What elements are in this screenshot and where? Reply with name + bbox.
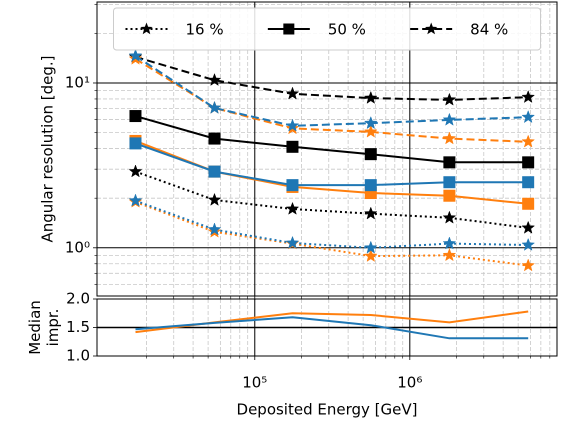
series-line (135, 170, 529, 229)
square-marker (522, 156, 535, 169)
x-tick-label: 10⁵ (242, 374, 267, 392)
star-marker (442, 131, 457, 145)
star-marker (521, 134, 536, 148)
star-marker (363, 206, 378, 220)
series-line (134, 58, 529, 143)
legend-label: 16 % (186, 21, 224, 39)
star-marker (128, 193, 143, 207)
series-line (135, 199, 529, 249)
star-marker (207, 192, 222, 206)
square-marker (522, 197, 535, 210)
series-line (135, 115, 529, 164)
star-marker (285, 118, 300, 132)
star-marker (207, 222, 222, 236)
star-marker (442, 210, 457, 224)
y-axis-label-line: impr. (44, 309, 62, 347)
series-line (135, 55, 529, 101)
legend-label: 84 % (470, 21, 508, 39)
star-marker (521, 258, 536, 272)
star-marker (521, 237, 536, 251)
star-marker (207, 72, 222, 86)
legend-box (113, 7, 541, 51)
series-line (134, 55, 529, 127)
y-tick-label: 1.5 (66, 318, 90, 336)
star-marker (363, 240, 378, 254)
square-marker (286, 140, 299, 153)
star-marker (363, 115, 378, 130)
axes-frame (96, 298, 558, 357)
star-marker (207, 100, 222, 114)
square-marker (208, 165, 221, 178)
star-marker (442, 92, 457, 106)
star-marker (442, 112, 457, 126)
square-marker (129, 110, 142, 123)
square-marker (443, 156, 456, 169)
star-marker (521, 109, 536, 124)
y-axis-label-line: Median (26, 300, 44, 355)
series-line (135, 200, 529, 267)
square-marker (522, 176, 535, 189)
square-marker (364, 148, 377, 161)
square-marker (443, 176, 456, 189)
square-marker (364, 179, 377, 192)
star-marker (285, 235, 300, 249)
x-tick-label: 10⁶ (397, 374, 422, 392)
legend-label: 50 % (328, 21, 366, 39)
y-tick-label: 10⁰ (65, 238, 90, 256)
star-marker (128, 48, 143, 62)
series-line (135, 142, 529, 187)
x-axis-label: Deposited Energy [GeV] (237, 401, 418, 419)
star-marker (128, 164, 143, 178)
y-tick-label: 2.0 (66, 290, 90, 308)
legend-marker (140, 22, 153, 35)
star-marker (285, 86, 300, 100)
series-line (135, 316, 529, 340)
square-marker (443, 189, 456, 202)
y-tick-label: 10¹ (65, 73, 90, 91)
legend-marker (425, 22, 438, 35)
square-marker (208, 132, 221, 145)
axes-frame (96, 1, 558, 297)
star-marker (521, 89, 536, 103)
star-marker (442, 248, 457, 262)
y-axis-label: Medianimpr. (26, 300, 62, 355)
legend-marker (283, 23, 295, 35)
star-marker (285, 201, 300, 215)
star-marker (521, 220, 536, 234)
star-marker (442, 236, 457, 250)
star-marker (363, 90, 378, 104)
square-marker (286, 179, 299, 192)
star-marker (363, 124, 378, 138)
y-axis-label: Angular resolution [deg.] (39, 55, 57, 242)
square-marker (129, 137, 142, 150)
y-tick-label: 1.0 (66, 347, 90, 365)
star-marker (363, 248, 378, 262)
